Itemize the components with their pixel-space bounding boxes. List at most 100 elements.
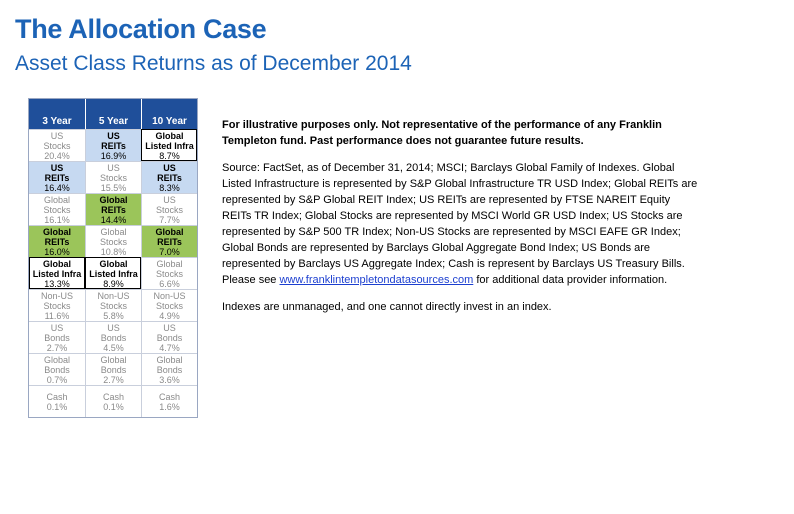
cell-asset-label-line2: Stocks [43, 140, 71, 151]
column-header-5-year: 5 Year [85, 99, 141, 129]
table-cell: US Stocks 15.5% [85, 161, 141, 193]
cell-return-value: 5.8% [103, 310, 124, 321]
cell-return-value: 2.7% [103, 374, 124, 385]
cell-return-value: 16.9% [100, 150, 127, 161]
cell-return-value: 16.1% [44, 214, 70, 225]
page-title: The Allocation Case [15, 14, 267, 44]
cell-asset-label: Global [42, 258, 71, 269]
cell-asset-label: US [163, 194, 176, 205]
table-cell: Global Bonds 2.7% [85, 353, 141, 385]
cell-return-value: 11.6% [44, 310, 70, 321]
cell-return-value: 8.7% [159, 150, 180, 161]
cell-asset-label: US [163, 322, 176, 333]
cell-asset-label-line2: REITs [44, 172, 70, 183]
disclaimer-text: For illustrative purposes only. Not repr… [222, 119, 662, 147]
cell-asset-label: Non-US [40, 290, 73, 301]
cell-asset-label: Global [100, 226, 127, 237]
cell-asset-label: US [107, 130, 120, 141]
cell-return-value: 13.3% [44, 278, 70, 289]
cell-asset-label-line2: Stocks [155, 300, 183, 311]
cell-asset-label-line2: Listed Infra [89, 268, 138, 279]
cell-return-value: 4.9% [159, 310, 180, 321]
cell-return-value: 2.7% [46, 342, 68, 353]
table-cell: Global REITs 7.0% [141, 225, 197, 257]
cell-asset-label-line2: Stocks [99, 300, 127, 311]
cell-asset-label-line2: REITs [101, 204, 126, 215]
table-cell: Global REITs 16.0% [29, 225, 85, 257]
table-cell: Global Stocks 10.8% [85, 225, 141, 257]
cell-asset-label: Global [43, 194, 70, 205]
cell-asset-label: Cash [46, 391, 68, 402]
cell-return-value: 0.1% [46, 401, 68, 412]
cell-asset-label: Global [155, 130, 184, 141]
cell-return-value: 1.6% [159, 401, 180, 412]
cell-asset-label-line2: Bonds [100, 332, 127, 343]
cell-asset-label-line2: Stocks [43, 204, 71, 215]
cell-return-value: 14.4% [100, 214, 127, 225]
cell-return-value: 6.6% [159, 278, 180, 289]
cell-return-value: 4.5% [103, 342, 124, 353]
cell-asset-label: Global [99, 258, 128, 269]
cell-return-value: 0.7% [46, 374, 68, 385]
cell-asset-label-line2: Stocks [43, 300, 71, 311]
table-cell: Cash 1.6% [141, 385, 197, 417]
cell-asset-label: US [163, 162, 176, 173]
cell-return-value: 15.5% [100, 182, 127, 193]
table-cell: US Stocks 7.7% [141, 193, 197, 225]
table-cell: US Bonds 4.7% [141, 321, 197, 353]
cell-asset-label-line2: REITs [157, 172, 182, 183]
cell-asset-label-line2: Stocks [155, 204, 183, 215]
table-cell: US Stocks 20.4% [29, 129, 85, 161]
cell-asset-label: Cash [158, 391, 180, 402]
cell-return-value: 16.0% [44, 246, 70, 257]
cell-asset-label: US [107, 322, 120, 333]
column-header-3-year: 3 Year [29, 99, 85, 129]
table-cell: US Bonds 2.7% [29, 321, 85, 353]
source-text: Source: FactSet, as of December 31, 2014… [222, 160, 702, 288]
table-cell: US Bonds 4.5% [85, 321, 141, 353]
cell-asset-label-line2: Bonds [156, 364, 183, 375]
cell-return-value: 4.7% [159, 342, 180, 353]
table-cell: Global Listed Infra 8.7% [141, 129, 197, 161]
cell-asset-label-line2: Bonds [100, 364, 127, 375]
cell-asset-label: Global [156, 258, 183, 269]
cell-return-value: 16.4% [44, 182, 70, 193]
cell-asset-label-line2: REITs [157, 236, 182, 247]
cell-asset-label-line2: Bonds [44, 364, 70, 375]
data-sources-link[interactable]: www.franklintempletondatasources.com [279, 274, 474, 286]
cell-return-value: 10.8% [100, 246, 127, 257]
source-text-body: Source: FactSet, as of December 31, 2014… [222, 162, 698, 286]
table-cell: Global Stocks 6.6% [141, 257, 197, 289]
notes-panel: For illustrative purposes only. Not repr… [222, 117, 702, 315]
cell-asset-label: Cash [102, 391, 124, 402]
cell-asset-label: US [107, 162, 120, 173]
cell-return-value: 8.3% [159, 182, 180, 193]
cell-asset-label: Global [99, 194, 128, 205]
source-text-tail: for additional data provider information… [473, 274, 668, 286]
table-cell: Global Bonds 0.7% [29, 353, 85, 385]
table-cell: US REITs 16.4% [29, 161, 85, 193]
cell-asset-label-line2: Listed Infra [145, 140, 194, 151]
cell-asset-label: US [50, 162, 64, 173]
cell-asset-label: Global [42, 226, 71, 237]
cell-asset-label: US [50, 322, 64, 333]
cell-asset-label-line2: Stocks [155, 268, 183, 279]
table-cell: Global REITs 14.4% [85, 193, 141, 225]
table-cell: Global Listed Infra 8.9% [85, 257, 141, 289]
cell-return-value: 8.9% [103, 278, 124, 289]
table-cell: Non-US Stocks 11.6% [29, 289, 85, 321]
cell-asset-label-line2: Bonds [156, 332, 183, 343]
table-cell: Global Stocks 16.1% [29, 193, 85, 225]
table-cell: Non-US Stocks 5.8% [85, 289, 141, 321]
column-header-10-year: 10 Year [141, 99, 197, 129]
cell-return-value: 0.1% [103, 401, 124, 412]
cell-asset-label: Global [43, 354, 70, 365]
cell-return-value: 20.4% [44, 150, 70, 161]
cell-asset-label-line2: Bonds [44, 332, 70, 343]
cell-asset-label-line2: REITs [44, 236, 70, 247]
page-subtitle: Asset Class Returns as of December 2014 [15, 52, 412, 75]
cell-asset-label-line2: Stocks [99, 172, 127, 183]
indexes-note: Indexes are unmanaged, and one cannot di… [222, 301, 552, 313]
table-cell: US REITs 8.3% [141, 161, 197, 193]
asset-returns-table: 3 Year 5 Year 10 Year US Stocks 20.4% US REI… [28, 98, 198, 418]
